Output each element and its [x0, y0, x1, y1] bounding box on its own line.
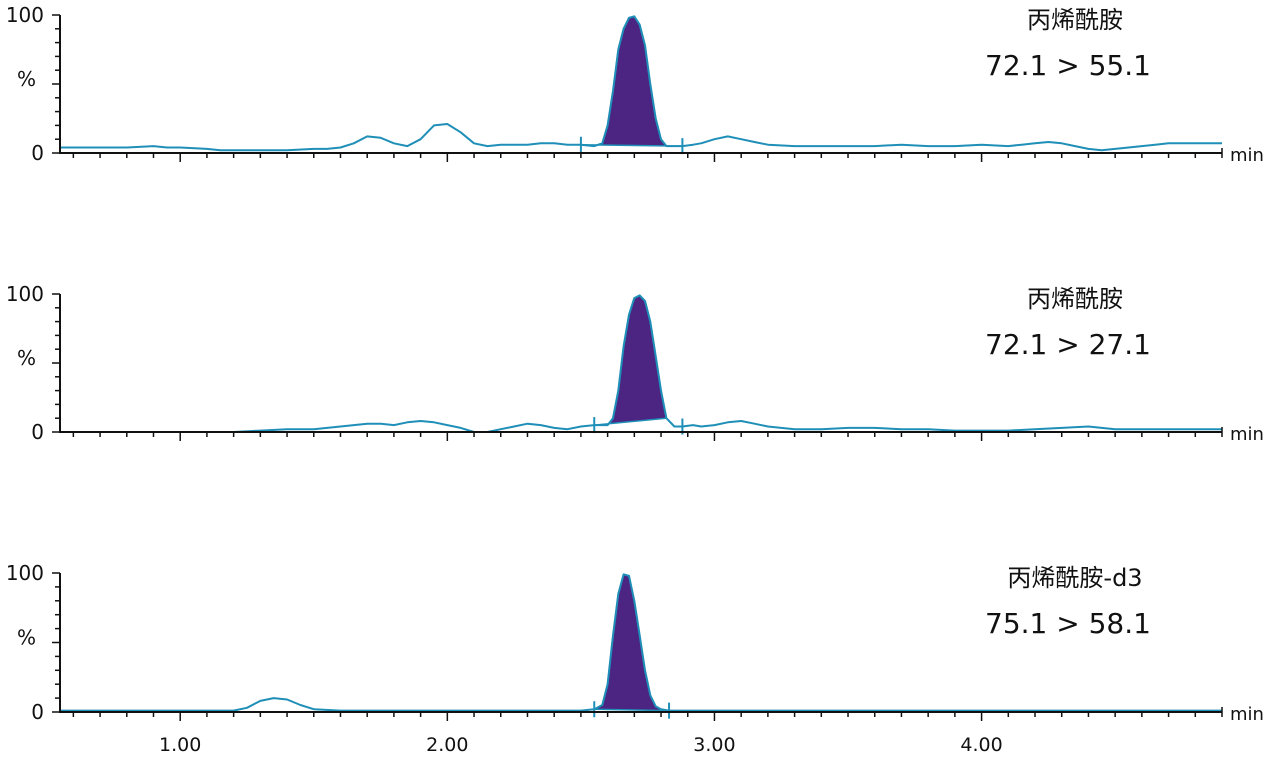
- y-tick-label: 100: [6, 3, 44, 27]
- compound-name: 丙烯酰胺: [1027, 285, 1123, 313]
- y-tick-label: 0: [31, 700, 44, 724]
- x-tick-label: 1.00: [159, 734, 201, 756]
- mrm-transition: 75.1 > 58.1: [985, 607, 1151, 640]
- y-tick-label: 100: [6, 282, 44, 306]
- mrm-transition: 72.1 > 55.1: [985, 49, 1151, 82]
- x-axis-unit-label: min: [1230, 145, 1264, 166]
- x-axis-unit-label: min: [1230, 704, 1264, 725]
- chromatogram-trace: [60, 15, 1222, 152]
- chromatogram-trace: [60, 294, 1222, 433]
- x-tick-label: 3.00: [693, 734, 735, 756]
- integrated-peak-area: [580, 15, 683, 147]
- chromatogram-panel-2: 100% 0 min 丙烯酰胺 72.1 > 27.1: [6, 282, 1264, 445]
- y-tick-label: 0: [31, 420, 44, 444]
- x-tick-label: 2.00: [426, 734, 468, 756]
- y-tick-label: 100: [6, 561, 44, 585]
- y-tick-label: %: [17, 67, 36, 91]
- mrm-transition: 72.1 > 27.1: [985, 328, 1151, 361]
- compound-name: 丙烯酰胺-d3: [1007, 564, 1142, 592]
- y-tick-label: %: [17, 346, 36, 370]
- x-tick-label: 4.00: [960, 734, 1002, 756]
- y-tick-label: %: [17, 626, 36, 650]
- x-axis-unit-label: min: [1230, 424, 1264, 445]
- chromatogram-panel-3: 100% 0 min 丙烯酰胺-d3 75.1 > 58.1 1.00 2.00 3.00 4.…: [6, 561, 1264, 756]
- chromatogram-panel-1: 100% 0 min 丙烯酰胺 72.1 > 55.1: [6, 3, 1264, 166]
- y-tick-label: 0: [31, 141, 44, 165]
- compound-name: 丙烯酰胺: [1027, 6, 1123, 34]
